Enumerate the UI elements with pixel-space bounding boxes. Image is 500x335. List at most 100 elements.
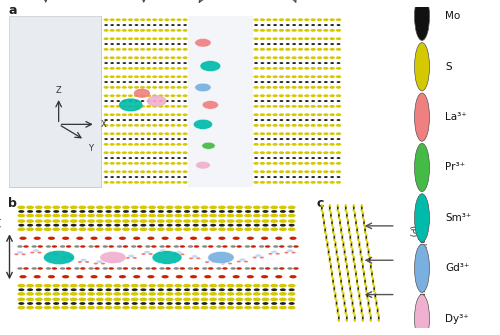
Circle shape <box>279 219 287 223</box>
Circle shape <box>370 318 372 322</box>
Circle shape <box>347 274 349 278</box>
Circle shape <box>253 227 260 231</box>
Circle shape <box>140 151 145 154</box>
Circle shape <box>336 143 341 146</box>
Circle shape <box>344 252 346 256</box>
Circle shape <box>184 24 187 26</box>
Circle shape <box>254 48 258 51</box>
Circle shape <box>104 143 108 146</box>
Circle shape <box>26 206 34 209</box>
Circle shape <box>148 292 156 296</box>
Circle shape <box>110 119 114 121</box>
Circle shape <box>324 43 328 45</box>
Circle shape <box>64 255 70 257</box>
Circle shape <box>266 105 272 108</box>
Circle shape <box>24 245 28 248</box>
Circle shape <box>61 214 69 217</box>
Circle shape <box>184 100 187 102</box>
Circle shape <box>292 176 296 178</box>
Circle shape <box>134 113 139 116</box>
Circle shape <box>336 100 340 102</box>
Circle shape <box>292 43 296 45</box>
Circle shape <box>152 113 158 116</box>
Circle shape <box>253 292 260 296</box>
Circle shape <box>70 284 78 287</box>
Circle shape <box>200 227 208 231</box>
Circle shape <box>158 124 164 127</box>
Circle shape <box>96 284 104 287</box>
Circle shape <box>317 151 322 154</box>
Circle shape <box>358 243 360 246</box>
Circle shape <box>304 170 310 173</box>
Circle shape <box>164 48 170 51</box>
Circle shape <box>104 275 112 278</box>
Circle shape <box>260 94 265 97</box>
Circle shape <box>285 151 290 154</box>
Circle shape <box>324 230 326 234</box>
Circle shape <box>332 230 334 234</box>
Circle shape <box>346 318 348 322</box>
Circle shape <box>104 151 108 154</box>
Circle shape <box>140 62 144 64</box>
Circle shape <box>340 228 342 231</box>
Circle shape <box>336 119 340 121</box>
Circle shape <box>117 245 122 248</box>
Circle shape <box>285 170 290 173</box>
Circle shape <box>134 48 139 51</box>
Circle shape <box>286 138 290 140</box>
Circle shape <box>182 132 188 135</box>
Circle shape <box>114 210 120 213</box>
Circle shape <box>298 170 303 173</box>
Circle shape <box>344 204 347 208</box>
Circle shape <box>74 245 80 248</box>
Circle shape <box>341 237 344 241</box>
Circle shape <box>270 297 278 301</box>
Circle shape <box>304 113 310 116</box>
Circle shape <box>254 37 258 40</box>
Circle shape <box>267 100 270 102</box>
Circle shape <box>266 37 272 40</box>
Circle shape <box>342 287 343 290</box>
Circle shape <box>102 267 108 270</box>
Circle shape <box>149 288 155 291</box>
Circle shape <box>61 206 69 209</box>
Circle shape <box>279 306 287 310</box>
Circle shape <box>350 287 351 290</box>
Circle shape <box>104 237 112 240</box>
Circle shape <box>202 267 207 270</box>
Circle shape <box>305 119 308 121</box>
Circle shape <box>352 208 355 212</box>
Circle shape <box>260 119 264 121</box>
Circle shape <box>134 181 139 184</box>
Circle shape <box>96 214 104 217</box>
Circle shape <box>280 119 283 121</box>
Circle shape <box>131 267 136 270</box>
Circle shape <box>279 67 284 70</box>
Circle shape <box>266 143 272 146</box>
Circle shape <box>87 306 95 310</box>
Circle shape <box>292 252 296 254</box>
Circle shape <box>279 75 284 78</box>
Circle shape <box>317 67 322 70</box>
Circle shape <box>158 94 164 97</box>
Circle shape <box>104 56 108 59</box>
Circle shape <box>148 275 154 278</box>
Circle shape <box>286 157 290 159</box>
Circle shape <box>140 306 147 310</box>
Circle shape <box>134 24 138 26</box>
Circle shape <box>318 24 322 26</box>
Circle shape <box>323 29 328 32</box>
Circle shape <box>318 100 322 102</box>
Circle shape <box>254 162 258 165</box>
Circle shape <box>159 138 162 140</box>
Text: Mo: Mo <box>445 11 460 21</box>
Text: Z: Z <box>56 86 62 95</box>
Circle shape <box>377 309 378 312</box>
Circle shape <box>123 245 128 248</box>
Circle shape <box>128 151 133 154</box>
Circle shape <box>166 245 171 248</box>
Circle shape <box>362 317 364 319</box>
Circle shape <box>368 248 370 252</box>
Circle shape <box>158 210 164 213</box>
Circle shape <box>182 113 188 116</box>
